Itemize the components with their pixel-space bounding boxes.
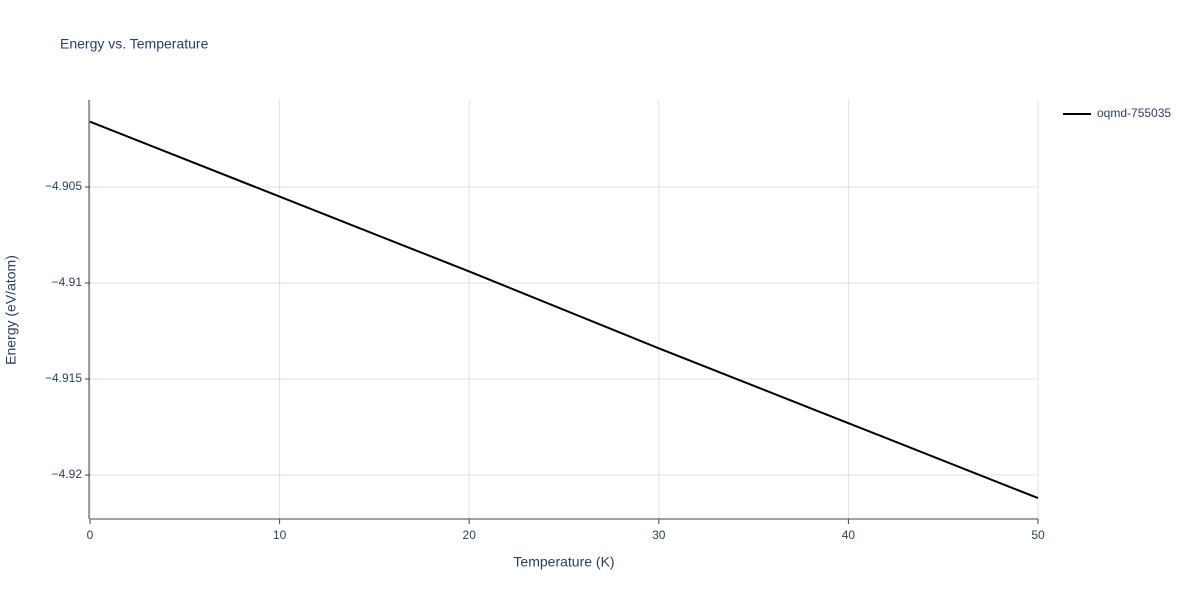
x-tick-label: 40: [842, 528, 856, 542]
x-tick-label: 30: [652, 528, 666, 542]
y-tick-label: −4.905: [45, 179, 82, 193]
x-tick-label: 20: [463, 528, 477, 542]
x-tick-label: 0: [87, 528, 94, 542]
y-tick-label: −4.915: [45, 371, 82, 385]
legend-label: oqmd-755035: [1097, 106, 1171, 120]
y-axis-title: Energy (eV/atom): [3, 255, 19, 365]
x-tick-label: 10: [273, 528, 287, 542]
x-tick-label: 50: [1031, 528, 1045, 542]
y-tick-label: −4.92: [52, 467, 83, 481]
line: [89, 120, 1039, 499]
chart-title: Energy vs. Temperature: [60, 36, 209, 52]
y-tick-label: −4.91: [52, 275, 83, 289]
x-axis-title: Temperature (K): [513, 554, 614, 570]
